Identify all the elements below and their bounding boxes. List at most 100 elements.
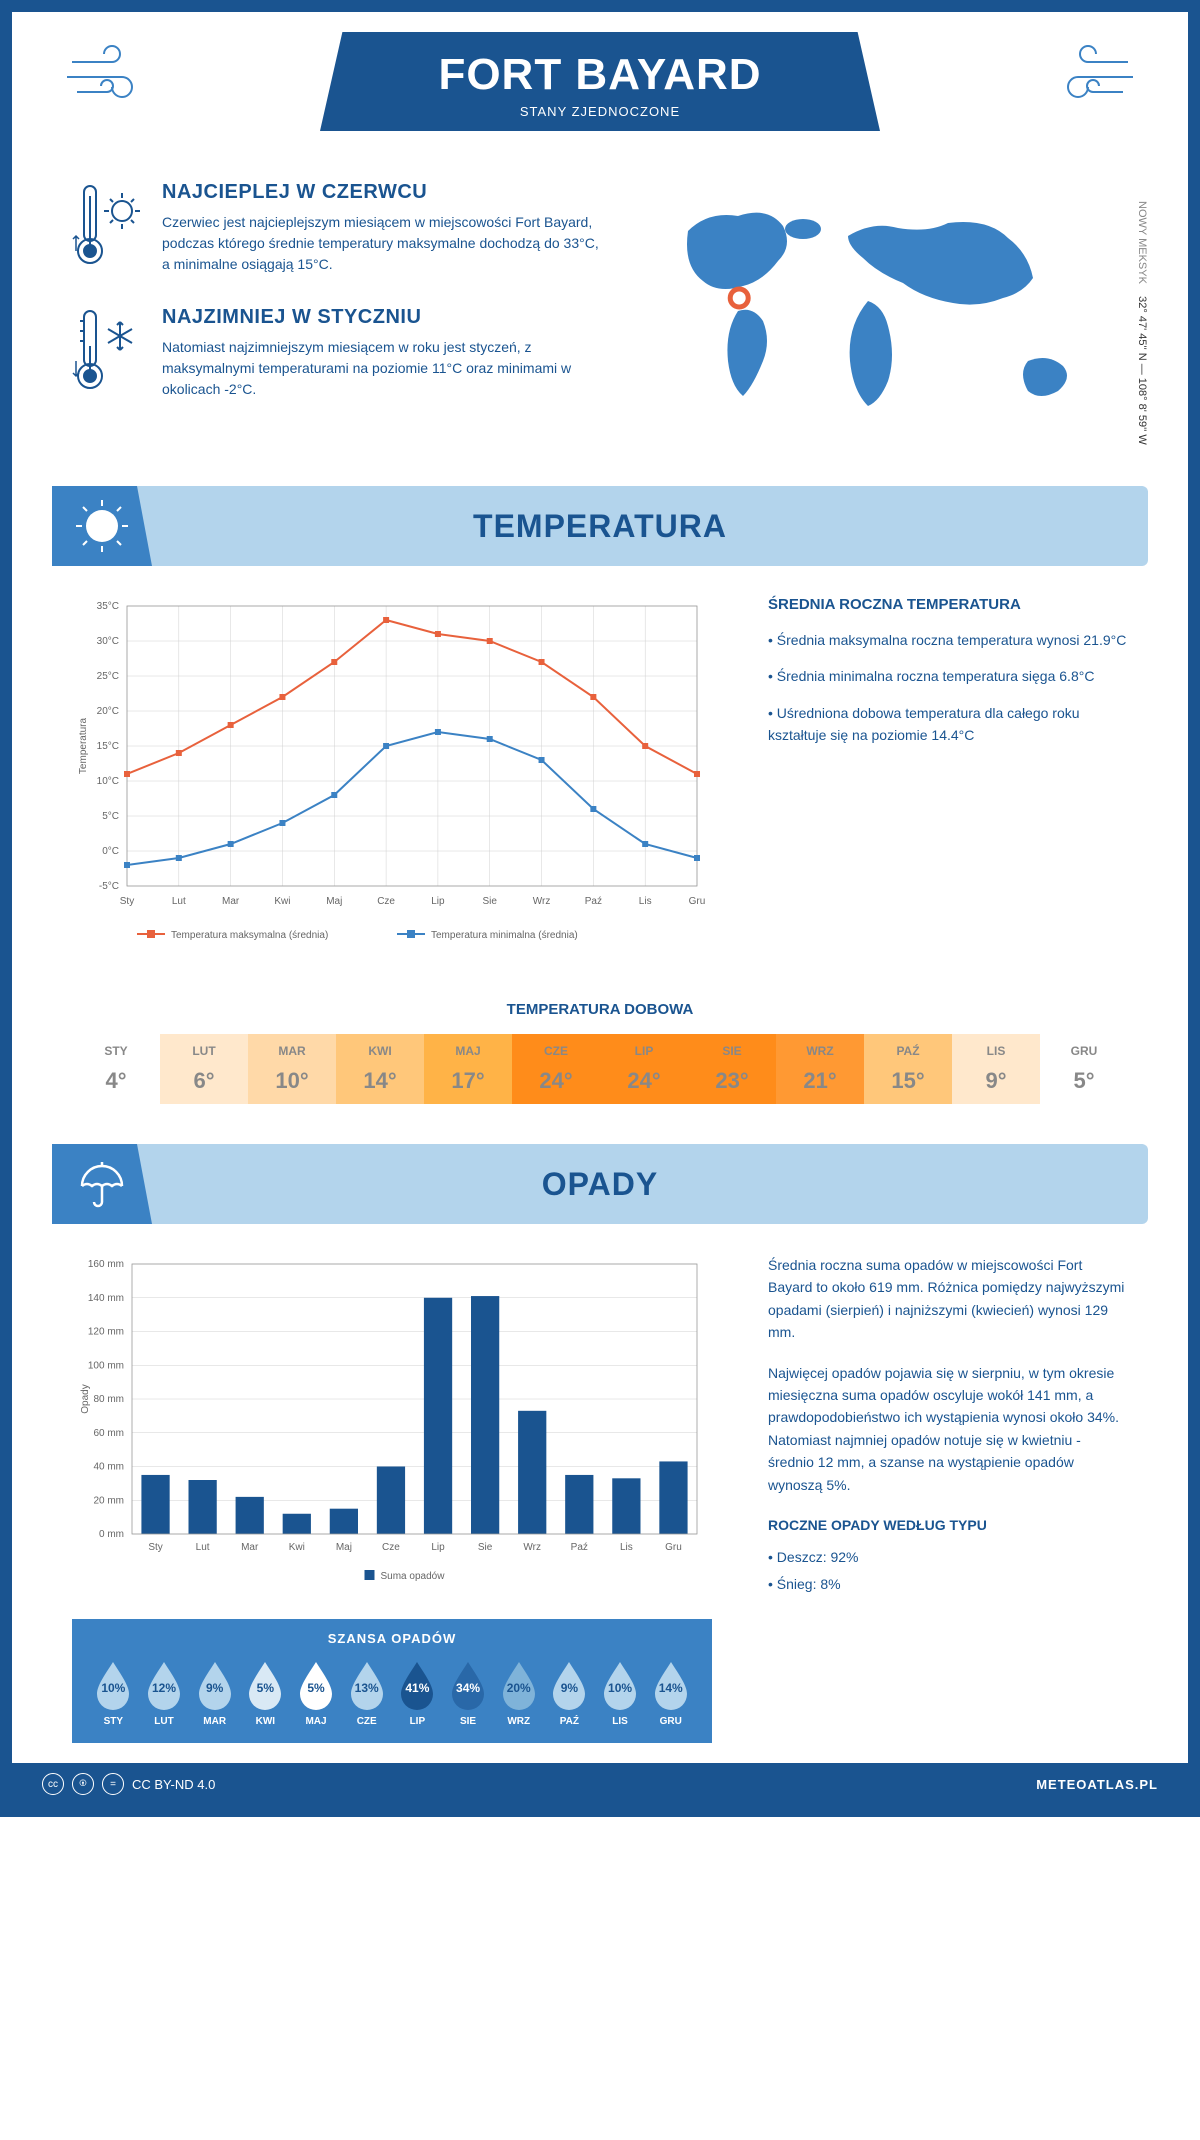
svg-text:Lip: Lip bbox=[431, 896, 445, 907]
chance-drop: 9%MAR bbox=[189, 1658, 240, 1727]
temp-bullet: • Uśredniona dobowa temperatura dla całe… bbox=[768, 702, 1128, 747]
daily-cell: PAŹ 15° bbox=[864, 1034, 952, 1104]
daily-month: GRU bbox=[1040, 1044, 1128, 1058]
daily-value: 4° bbox=[72, 1068, 160, 1094]
footer: cc 🅯 = CC BY-ND 4.0 METEOATLAS.PL bbox=[12, 1763, 1188, 1805]
daily-month: SIE bbox=[688, 1044, 776, 1058]
svg-text:40 mm: 40 mm bbox=[93, 1462, 124, 1473]
daily-month: LIS bbox=[952, 1044, 1040, 1058]
temperature-body: -5°C0°C5°C10°C15°C20°C25°C30°C35°CStyLut… bbox=[12, 566, 1188, 991]
svg-text:Temperatura minimalna (średnia: Temperatura minimalna (średnia) bbox=[431, 930, 578, 941]
daily-value: 21° bbox=[776, 1068, 864, 1094]
daily-month: MAR bbox=[248, 1044, 336, 1058]
daily-temp-row: STY 4°LUT6°MAR10°KWI14°MAJ 17°CZE24°LIP 24°… bbox=[72, 1034, 1128, 1104]
svg-text:Sty: Sty bbox=[148, 1542, 162, 1553]
svg-text:Lut: Lut bbox=[196, 1542, 210, 1553]
daily-month: STY bbox=[72, 1044, 160, 1058]
intro-text-column: NAJCIEPLEJ W CZERWCU Czerwiec jest najci… bbox=[72, 181, 608, 446]
title-banner: FORT BAYARD STANY ZJEDNOCZONE bbox=[320, 32, 880, 131]
chance-title: SZANSA OPADÓW bbox=[88, 1631, 696, 1646]
daily-month: PAŹ bbox=[864, 1044, 952, 1058]
precipitation-chart: 0 mm20 mm40 mm60 mm80 mm100 mm120 mm140 … bbox=[72, 1254, 728, 1599]
precipitation-header: OPADY bbox=[52, 1144, 1148, 1224]
precip-text-2: Najwięcej opadów pojawia się w sierpniu,… bbox=[768, 1362, 1128, 1496]
daily-value: 9° bbox=[952, 1068, 1040, 1094]
wind-icon bbox=[1048, 42, 1138, 117]
nd-icon: = bbox=[102, 1773, 124, 1795]
svg-text:Cze: Cze bbox=[382, 1542, 400, 1553]
svg-text:Paź: Paź bbox=[571, 1542, 588, 1553]
svg-text:Paź: Paź bbox=[585, 896, 602, 907]
footer-site: METEOATLAS.PL bbox=[1036, 1777, 1158, 1792]
daily-cell: CZE24° bbox=[512, 1034, 600, 1104]
svg-text:Gru: Gru bbox=[689, 896, 706, 907]
svg-text:160 mm: 160 mm bbox=[88, 1259, 124, 1270]
svg-text:15°C: 15°C bbox=[97, 741, 119, 752]
daily-month: LIP bbox=[600, 1044, 688, 1058]
wind-icon bbox=[62, 42, 152, 117]
svg-text:120 mm: 120 mm bbox=[88, 1327, 124, 1338]
temperature-summary: ŚREDNIA ROCZNA TEMPERATURA • Średnia mak… bbox=[768, 596, 1128, 961]
region-label: NOWY MEKSYK bbox=[1136, 201, 1148, 284]
svg-text:Sie: Sie bbox=[478, 1542, 493, 1553]
daily-value: 15° bbox=[864, 1068, 952, 1094]
chance-drop: 14%GRU bbox=[645, 1658, 696, 1727]
daily-value: 24° bbox=[600, 1068, 688, 1094]
precipitation-body: 0 mm20 mm40 mm60 mm80 mm100 mm120 mm140 … bbox=[12, 1224, 1188, 1619]
coordinates: NOWY MEKSYK 32° 47' 45'' N — 108° 8' 59'… bbox=[1136, 201, 1148, 445]
svg-text:Wrz: Wrz bbox=[523, 1542, 541, 1553]
svg-text:Maj: Maj bbox=[326, 896, 342, 907]
svg-text:Maj: Maj bbox=[336, 1542, 352, 1553]
footer-license: cc 🅯 = CC BY-ND 4.0 bbox=[42, 1773, 215, 1795]
daily-value: 5° bbox=[1040, 1068, 1128, 1094]
coldest-text: Natomiast najzimniejszym miesiącem w rok… bbox=[162, 337, 608, 400]
svg-text:30°C: 30°C bbox=[97, 636, 119, 647]
svg-text:Suma opadów: Suma opadów bbox=[381, 1571, 446, 1582]
svg-text:Cze: Cze bbox=[377, 896, 395, 907]
svg-text:Mar: Mar bbox=[222, 896, 240, 907]
svg-text:-5°C: -5°C bbox=[99, 881, 119, 892]
chance-drop: 9%PAŹ bbox=[544, 1658, 595, 1727]
daily-cell: STY 4° bbox=[72, 1034, 160, 1104]
world-map bbox=[648, 181, 1128, 441]
chance-drop: 5%MAJ bbox=[291, 1658, 342, 1727]
precip-text-1: Średnia roczna suma opadów w miejscowośc… bbox=[768, 1254, 1128, 1344]
hottest-text: Czerwiec jest najcieplejszym miesiącem w… bbox=[162, 212, 608, 275]
daily-cell: SIE 23° bbox=[688, 1034, 776, 1104]
daily-value: 23° bbox=[688, 1068, 776, 1094]
temp-bullet: • Średnia maksymalna roczna temperatura … bbox=[768, 629, 1128, 651]
daily-month: MAJ bbox=[424, 1044, 512, 1058]
svg-text:Kwi: Kwi bbox=[289, 1542, 305, 1553]
daily-cell: LUT6° bbox=[160, 1034, 248, 1104]
chance-drop: 5%KWI bbox=[240, 1658, 291, 1727]
daily-cell: MAR10° bbox=[248, 1034, 336, 1104]
svg-text:0°C: 0°C bbox=[102, 846, 119, 857]
daily-month: WRZ bbox=[776, 1044, 864, 1058]
daily-value: 17° bbox=[424, 1068, 512, 1094]
svg-text:35°C: 35°C bbox=[97, 601, 119, 612]
sun-icon bbox=[52, 486, 152, 566]
svg-text:Wrz: Wrz bbox=[533, 896, 551, 907]
temp-summary-title: ŚREDNIA ROCZNA TEMPERATURA bbox=[768, 596, 1128, 613]
svg-text:20°C: 20°C bbox=[97, 706, 119, 717]
svg-text:Kwi: Kwi bbox=[274, 896, 290, 907]
coords-value: 32° 47' 45'' N — 108° 8' 59'' W bbox=[1136, 296, 1148, 445]
chance-drop: 41%LIP bbox=[392, 1658, 443, 1727]
chance-drop: 20%WRZ bbox=[493, 1658, 544, 1727]
svg-text:Sty: Sty bbox=[120, 896, 134, 907]
daily-temp-title: TEMPERATURA DOBOWA bbox=[12, 1001, 1188, 1018]
by-type-item: • Śnieg: 8% bbox=[768, 1573, 1128, 1595]
daily-month: LUT bbox=[160, 1044, 248, 1058]
svg-text:5°C: 5°C bbox=[102, 811, 119, 822]
license-text: CC BY-ND 4.0 bbox=[132, 1777, 215, 1792]
daily-cell: KWI14° bbox=[336, 1034, 424, 1104]
svg-text:Lis: Lis bbox=[639, 896, 652, 907]
svg-text:80 mm: 80 mm bbox=[93, 1394, 124, 1405]
chance-drop: 10%STY bbox=[88, 1658, 139, 1727]
cc-icon: cc bbox=[42, 1773, 64, 1795]
chance-drops-row: 10%STY12%LUT9%MAR5%KWI5%MAJ13%CZE41%LIP3… bbox=[88, 1658, 696, 1727]
by-type-item: • Deszcz: 92% bbox=[768, 1546, 1128, 1568]
header: FORT BAYARD STANY ZJEDNOCZONE bbox=[12, 12, 1188, 161]
page-title: FORT BAYARD bbox=[320, 50, 880, 100]
daily-cell: LIS 9° bbox=[952, 1034, 1040, 1104]
